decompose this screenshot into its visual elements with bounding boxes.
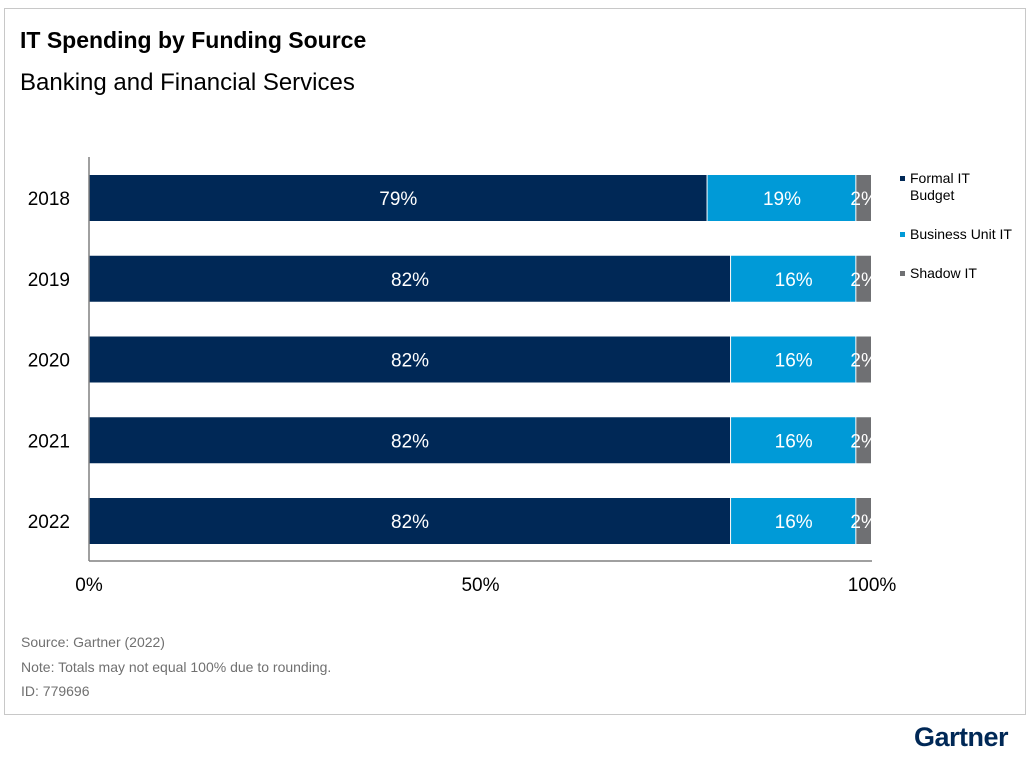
- chart-legend: Formal IT Budget Business Unit IT Shadow I…: [900, 170, 1015, 304]
- data-label-2020-series-1: 16%: [775, 351, 813, 372]
- bar-2021-series-0: [89, 417, 731, 464]
- data-label-2018-series-2: 2%: [850, 189, 878, 210]
- legend-label-0: Formal IT Budget: [910, 170, 970, 203]
- bar-2018-series-0: [89, 175, 707, 221]
- data-label-2021-series-0: 82%: [391, 431, 429, 452]
- bar-2019-series-2: [856, 255, 871, 302]
- data-label-2022-series-2: 2%: [850, 512, 878, 533]
- bar-2021-series-1: [731, 417, 856, 464]
- bar-2020-series-0: [89, 336, 731, 383]
- x-tick-label-1: 50%: [461, 575, 499, 596]
- legend-label-2: Shadow IT: [910, 265, 977, 281]
- legend-item-0: Formal IT Budget: [900, 170, 1015, 204]
- legend-label-1: Business Unit IT: [910, 226, 1012, 242]
- chart-title: IT Spending by Funding Source: [20, 27, 367, 53]
- data-label-2018-series-1: 19%: [763, 189, 801, 210]
- data-label-2021-series-1: 16%: [775, 431, 813, 452]
- source-note: Source: Gartner (2022): [21, 634, 165, 650]
- bar-2019-series-0: [89, 255, 731, 302]
- gartner-logo: Gartner: [914, 722, 1009, 752]
- category-label-2019: 2019: [28, 270, 70, 291]
- bar-2019-series-1: [731, 255, 856, 302]
- bar-2022-series-0: [89, 498, 731, 544]
- data-label-2022-series-1: 16%: [775, 512, 813, 533]
- bar-2022-series-1: [731, 498, 856, 544]
- data-label-2019-series-1: 16%: [775, 270, 813, 291]
- rounding-note: Note: Totals may not equal 100% due to r…: [21, 658, 332, 675]
- data-label-2019-series-2: 2%: [850, 270, 878, 291]
- category-label-2021: 2021: [28, 431, 70, 452]
- legend-swatch-1: [900, 232, 905, 237]
- data-label-2022-series-0: 82%: [391, 512, 429, 533]
- legend-item-1: Business Unit IT: [900, 226, 1015, 243]
- bar-2022-series-2: [856, 498, 871, 544]
- bar-2020-series-1: [731, 336, 856, 383]
- category-label-2018: 2018: [28, 189, 70, 210]
- bar-2020-series-2: [856, 336, 871, 383]
- x-tick-label-0: 0%: [75, 575, 103, 596]
- legend-swatch-2: [900, 271, 905, 276]
- data-label-2020-series-2: 2%: [850, 351, 878, 372]
- data-label-2019-series-0: 82%: [391, 270, 429, 291]
- data-label-2021-series-2: 2%: [850, 431, 878, 452]
- category-label-2020: 2020: [28, 351, 70, 372]
- x-tick-label-2: 100%: [848, 575, 897, 596]
- chart-frame: [4, 8, 1026, 715]
- legend-swatch-0: [900, 176, 905, 181]
- legend-item-2: Shadow IT: [900, 265, 1015, 282]
- chart-id: ID: 779696: [21, 683, 90, 699]
- data-label-2018-series-0: 79%: [379, 189, 417, 210]
- chart-notes: Source: Gartner (2022) Note: Totals may …: [21, 634, 331, 708]
- data-label-2020-series-0: 82%: [391, 351, 429, 372]
- bar-2018-series-2: [856, 175, 871, 221]
- bar-2018-series-1: [707, 175, 856, 221]
- chart-subtitle: Banking and Financial Services: [20, 69, 355, 96]
- category-label-2022: 2022: [28, 512, 70, 533]
- bar-2021-series-2: [856, 417, 871, 464]
